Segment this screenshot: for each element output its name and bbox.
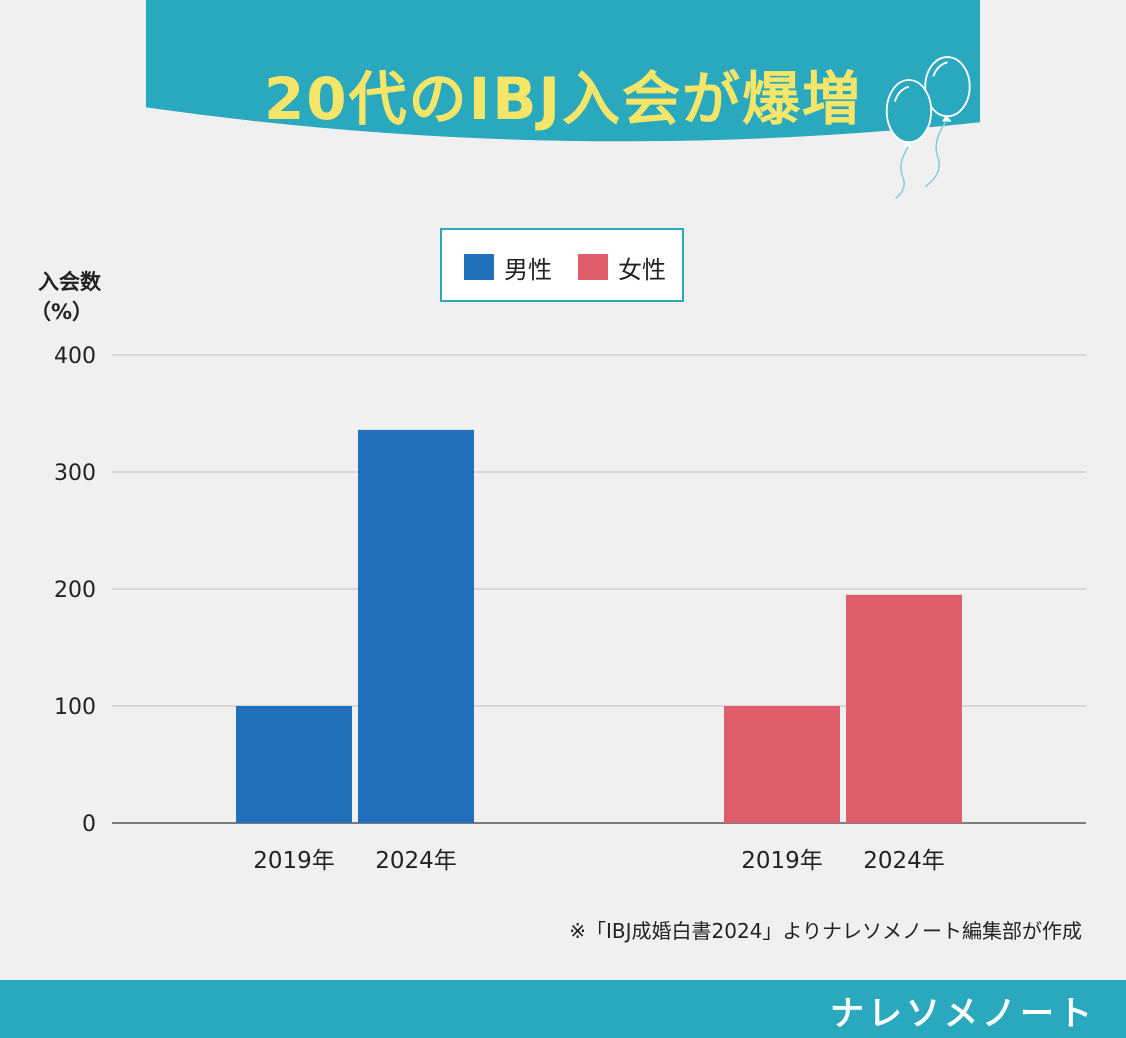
source-note: ※「IBJ成婚白書2024」よりナレソメノート編集部が作成 xyxy=(569,919,1082,943)
legend-item-male: 男性 xyxy=(464,252,552,284)
x-tick-label-0-1: 2024年 xyxy=(375,848,457,874)
legend-item-female: 女性 xyxy=(578,252,666,284)
bar-0-1 xyxy=(358,429,474,823)
bar-1-0 xyxy=(724,706,840,823)
legend-swatch-female xyxy=(578,254,608,280)
x-tick-label-1-0: 2019年 xyxy=(741,848,823,874)
footer-bar: ナレソメノート xyxy=(0,980,1126,1038)
header-background xyxy=(145,0,981,142)
page-title: 20代のIBJ入会が爆増 xyxy=(263,65,863,133)
legend-label-female: 女性 xyxy=(618,255,666,284)
x-tick-label-0-0: 2019年 xyxy=(253,848,335,874)
bar-chart: 0 100 200 300 400 2019年 2024年 2019年 2024年 xyxy=(54,344,1086,874)
y-tick-label-400: 400 xyxy=(54,344,96,369)
y-axis-label: 入会数 xyxy=(38,270,101,294)
y-tick-label-200: 200 xyxy=(54,578,96,603)
legend-swatch-male xyxy=(464,254,494,280)
header-banner xyxy=(145,0,981,200)
y-axis-unit: （%） xyxy=(30,300,94,324)
legend-label-male: 男性 xyxy=(504,255,552,284)
y-tick-label-100: 100 xyxy=(54,695,96,720)
y-tick-label-300: 300 xyxy=(54,461,96,486)
chart-legend: 男性 女性 xyxy=(440,228,684,302)
brand-logo-text: ナレソメノート xyxy=(830,994,1096,1034)
bar-0-0 xyxy=(236,706,352,823)
x-tick-label-1-1: 2024年 xyxy=(863,848,945,874)
balloons-icon xyxy=(885,56,971,200)
bar-1-1 xyxy=(846,594,962,823)
y-tick-label-0: 0 xyxy=(82,812,96,837)
